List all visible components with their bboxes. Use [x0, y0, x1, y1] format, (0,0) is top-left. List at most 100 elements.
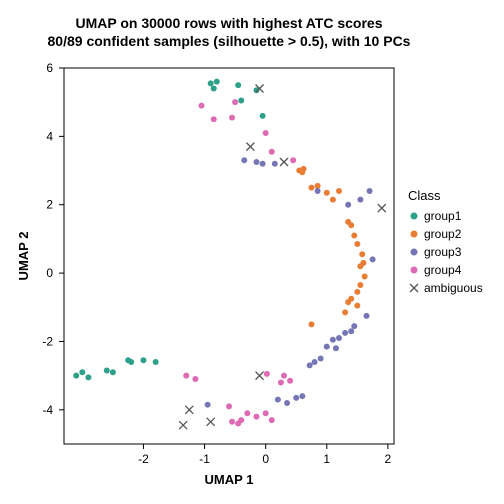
- marker-dot: [260, 113, 266, 119]
- marker-dot: [254, 159, 260, 165]
- marker-dot: [269, 417, 275, 423]
- marker-dot: [293, 395, 299, 401]
- x-tick-label: 0: [262, 452, 269, 466]
- marker-dot: [330, 197, 336, 203]
- marker-dot: [211, 116, 217, 122]
- marker-dot: [260, 161, 266, 167]
- marker-dot: [140, 357, 146, 363]
- marker-dot: [241, 157, 247, 163]
- x-tick-label: 2: [385, 452, 392, 466]
- legend-label: group3: [424, 245, 462, 259]
- marker-dot: [229, 115, 235, 121]
- marker-dot: [354, 241, 360, 247]
- y-tick-label: -2: [42, 334, 53, 348]
- marker-dot: [336, 188, 342, 194]
- legend-marker: [411, 249, 418, 256]
- y-tick-label: 6: [46, 61, 53, 75]
- marker-dot: [357, 282, 363, 288]
- marker-dot: [351, 323, 357, 329]
- legend-label: group1: [424, 209, 462, 223]
- marker-dot: [264, 371, 270, 377]
- marker-dot: [309, 185, 315, 191]
- legend-label: group4: [424, 263, 462, 277]
- marker-dot: [214, 79, 220, 85]
- legend-title: Class: [408, 188, 441, 203]
- marker-dot: [330, 337, 336, 343]
- y-tick-label: 0: [46, 266, 53, 280]
- marker-dot: [79, 369, 85, 375]
- legend-label: ambiguous: [424, 281, 483, 295]
- marker-dot: [208, 80, 214, 86]
- legend-marker: [411, 213, 418, 220]
- marker-dot: [354, 289, 360, 295]
- chart-title-1: UMAP on 30000 rows with highest ATC scor…: [75, 15, 382, 31]
- y-axis-label: UMAP 2: [16, 232, 31, 281]
- marker-dot: [192, 376, 198, 382]
- marker-dot: [362, 274, 368, 280]
- y-tick-label: 2: [46, 198, 53, 212]
- marker-dot: [211, 86, 217, 92]
- marker-dot: [348, 328, 354, 334]
- marker-dot: [199, 103, 205, 109]
- marker-dot: [275, 397, 281, 403]
- marker-dot: [324, 190, 330, 196]
- marker-dot: [229, 419, 235, 425]
- marker-dot: [299, 169, 305, 175]
- marker-dot: [307, 362, 313, 368]
- marker-dot: [269, 149, 275, 155]
- legend-marker: [411, 231, 418, 238]
- marker-dot: [272, 161, 278, 167]
- marker-dot: [336, 335, 342, 341]
- y-tick-label: 4: [46, 129, 53, 143]
- marker-dot: [183, 373, 189, 379]
- marker-dot: [354, 303, 360, 309]
- marker-dot: [367, 188, 373, 194]
- marker-dot: [110, 369, 116, 375]
- marker-dot: [104, 368, 110, 374]
- x-tick-label: -2: [138, 452, 149, 466]
- marker-dot: [238, 417, 244, 423]
- marker-dot: [287, 378, 293, 384]
- marker-dot: [205, 402, 211, 408]
- marker-dot: [278, 379, 284, 385]
- marker-dot: [238, 97, 244, 103]
- marker-dot: [281, 373, 287, 379]
- marker-dot: [370, 256, 376, 262]
- marker-dot: [315, 183, 321, 189]
- marker-dot: [244, 410, 250, 416]
- x-axis-label: UMAP 1: [205, 472, 254, 487]
- marker-dot: [128, 359, 134, 365]
- marker-dot: [263, 130, 269, 136]
- chart-svg: UMAP on 30000 rows with highest ATC scor…: [0, 0, 504, 504]
- marker-dot: [232, 99, 238, 105]
- marker-dot: [312, 359, 318, 365]
- marker-dot: [342, 330, 348, 336]
- marker-dot: [342, 309, 348, 315]
- marker-dot: [348, 222, 354, 228]
- marker-dot: [73, 373, 79, 379]
- x-tick-label: 1: [323, 452, 330, 466]
- marker-dot: [357, 197, 363, 203]
- marker-dot: [318, 356, 324, 362]
- marker-dot: [226, 403, 232, 409]
- marker-dot: [290, 157, 296, 163]
- marker-dot: [235, 82, 241, 88]
- marker-dot: [153, 359, 159, 365]
- marker-dot: [351, 232, 357, 238]
- marker-dot: [284, 400, 290, 406]
- y-tick-label: -4: [42, 403, 53, 417]
- marker-dot: [263, 410, 269, 416]
- marker-dot: [299, 393, 305, 399]
- legend-marker: [411, 267, 418, 274]
- marker-dot: [315, 188, 321, 194]
- marker-dot: [359, 251, 365, 257]
- marker-dot: [309, 321, 315, 327]
- marker-dot: [85, 374, 91, 380]
- x-tick-label: -1: [199, 452, 210, 466]
- marker-dot: [254, 414, 260, 420]
- chart-title-2: 80/89 confident samples (silhouette > 0.…: [48, 33, 411, 49]
- marker-dot: [345, 202, 351, 208]
- marker-dot: [357, 263, 363, 269]
- marker-dot: [345, 299, 351, 305]
- legend-label: group2: [424, 227, 462, 241]
